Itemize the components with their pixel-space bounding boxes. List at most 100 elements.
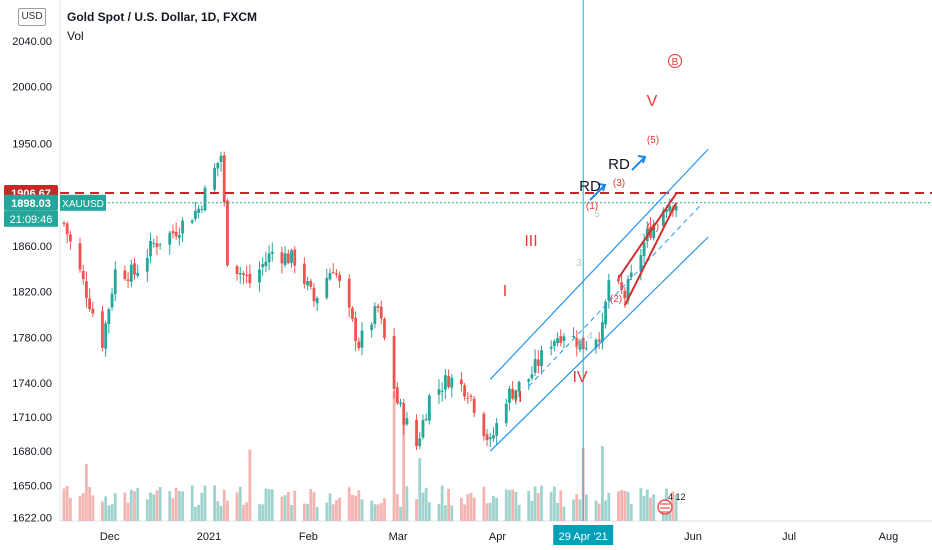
- volume-bars: [62, 391, 678, 521]
- rd-arrow-upper: [631, 155, 647, 171]
- candle-body: [219, 155, 223, 162]
- last-price-pill-bg: [4, 194, 58, 211]
- volume-bar: [511, 489, 515, 521]
- candle-body: [421, 420, 425, 438]
- candle-body: [290, 250, 293, 263]
- volume-bar: [280, 496, 284, 521]
- candle-body: [203, 187, 207, 211]
- candle-body: [312, 287, 316, 302]
- candles: [62, 151, 678, 451]
- volume-bar: [373, 504, 377, 521]
- candle-body: [376, 305, 380, 308]
- volume-bar: [450, 505, 454, 521]
- volume-bar: [463, 504, 467, 521]
- volume-bar: [216, 501, 220, 521]
- candle-body: [238, 272, 242, 275]
- volume-bar: [197, 504, 200, 521]
- volume-bar: [642, 495, 646, 521]
- volume-bar: [674, 495, 678, 521]
- volume-bar: [81, 493, 85, 521]
- volume-bar: [495, 497, 499, 521]
- candle-body: [123, 270, 127, 279]
- flag-stripes-icon: [660, 503, 670, 513]
- volume-bar: [264, 488, 268, 521]
- volume-bar: [136, 487, 140, 521]
- volume-bar: [492, 495, 495, 521]
- volume-bar: [623, 490, 627, 521]
- volume-bar: [629, 504, 633, 521]
- candle-body: [88, 298, 92, 310]
- candle-body: [552, 341, 556, 347]
- volume-bar: [193, 506, 197, 521]
- candle-body: [177, 235, 181, 238]
- volume-bar: [405, 486, 409, 521]
- volume-bar: [335, 500, 338, 521]
- candle-body: [306, 281, 309, 286]
- price-tick-label: 1680.00: [12, 446, 52, 458]
- volume-bar: [578, 499, 582, 521]
- candle-body: [325, 278, 329, 298]
- time-tick-label: Aug: [879, 531, 899, 543]
- candle-body: [360, 330, 364, 348]
- candle-body: [527, 379, 531, 382]
- candle-body: [226, 200, 229, 266]
- candle-body: [399, 402, 402, 404]
- candle-body: [415, 419, 418, 447]
- rd-label-upper: RD: [608, 156, 630, 173]
- volume-bar: [379, 503, 383, 521]
- candle-body: [373, 306, 377, 325]
- volume-bar: [530, 500, 534, 521]
- volume-bar: [354, 495, 358, 521]
- candle-body: [508, 388, 511, 403]
- candle-body: [623, 291, 627, 299]
- volume-bar: [575, 494, 579, 521]
- candle-body: [149, 240, 152, 257]
- rd-label-lower: RD: [579, 178, 601, 195]
- cursor-date-label: 29 Apr '21: [559, 531, 608, 543]
- candle-body: [222, 155, 226, 203]
- volume-bar: [527, 490, 531, 521]
- volume-bar: [517, 504, 521, 521]
- candle-body: [309, 280, 313, 287]
- time-tick-label: Apr: [489, 531, 506, 543]
- candle-body: [488, 437, 492, 440]
- candle-body: [283, 253, 287, 265]
- volume-bar: [158, 487, 162, 521]
- time-tick-label: Mar: [389, 531, 408, 543]
- price-tick-label: 1740.00: [12, 378, 52, 390]
- candle-body: [190, 220, 194, 223]
- candle-body: [601, 322, 604, 343]
- candle-body: [193, 210, 197, 220]
- currency-badge[interactable]: USD: [18, 8, 46, 26]
- candle-body: [661, 210, 665, 226]
- price-tick-label: 1950.00: [12, 139, 52, 151]
- volume-bar: [126, 502, 130, 521]
- candle-body: [447, 376, 450, 388]
- symbol-tag-bg: [60, 194, 106, 211]
- candle-body: [556, 338, 559, 344]
- candle-body: [466, 397, 470, 399]
- candle-body: [617, 278, 620, 282]
- volume-bar: [607, 492, 611, 521]
- volume-bar: [485, 503, 489, 521]
- candle-body: [482, 413, 486, 436]
- volume-bar: [645, 489, 649, 521]
- candle-body: [562, 336, 566, 341]
- volume-bar: [203, 485, 207, 521]
- candle-body: [81, 271, 85, 280]
- candle-body: [315, 298, 319, 304]
- volume-bar: [88, 486, 92, 521]
- volume-bar: [357, 490, 361, 521]
- volume-bar: [331, 504, 335, 521]
- candle-body: [242, 273, 245, 275]
- volume-bar: [267, 489, 271, 521]
- volume-bar: [440, 485, 444, 521]
- candle-body: [460, 379, 463, 385]
- candle-body: [110, 293, 114, 308]
- time-tick-label: Dec: [100, 531, 120, 543]
- candle-body: [270, 251, 274, 254]
- channel-upper-line: [489, 148, 709, 380]
- faint-label-4: 4: [587, 331, 593, 342]
